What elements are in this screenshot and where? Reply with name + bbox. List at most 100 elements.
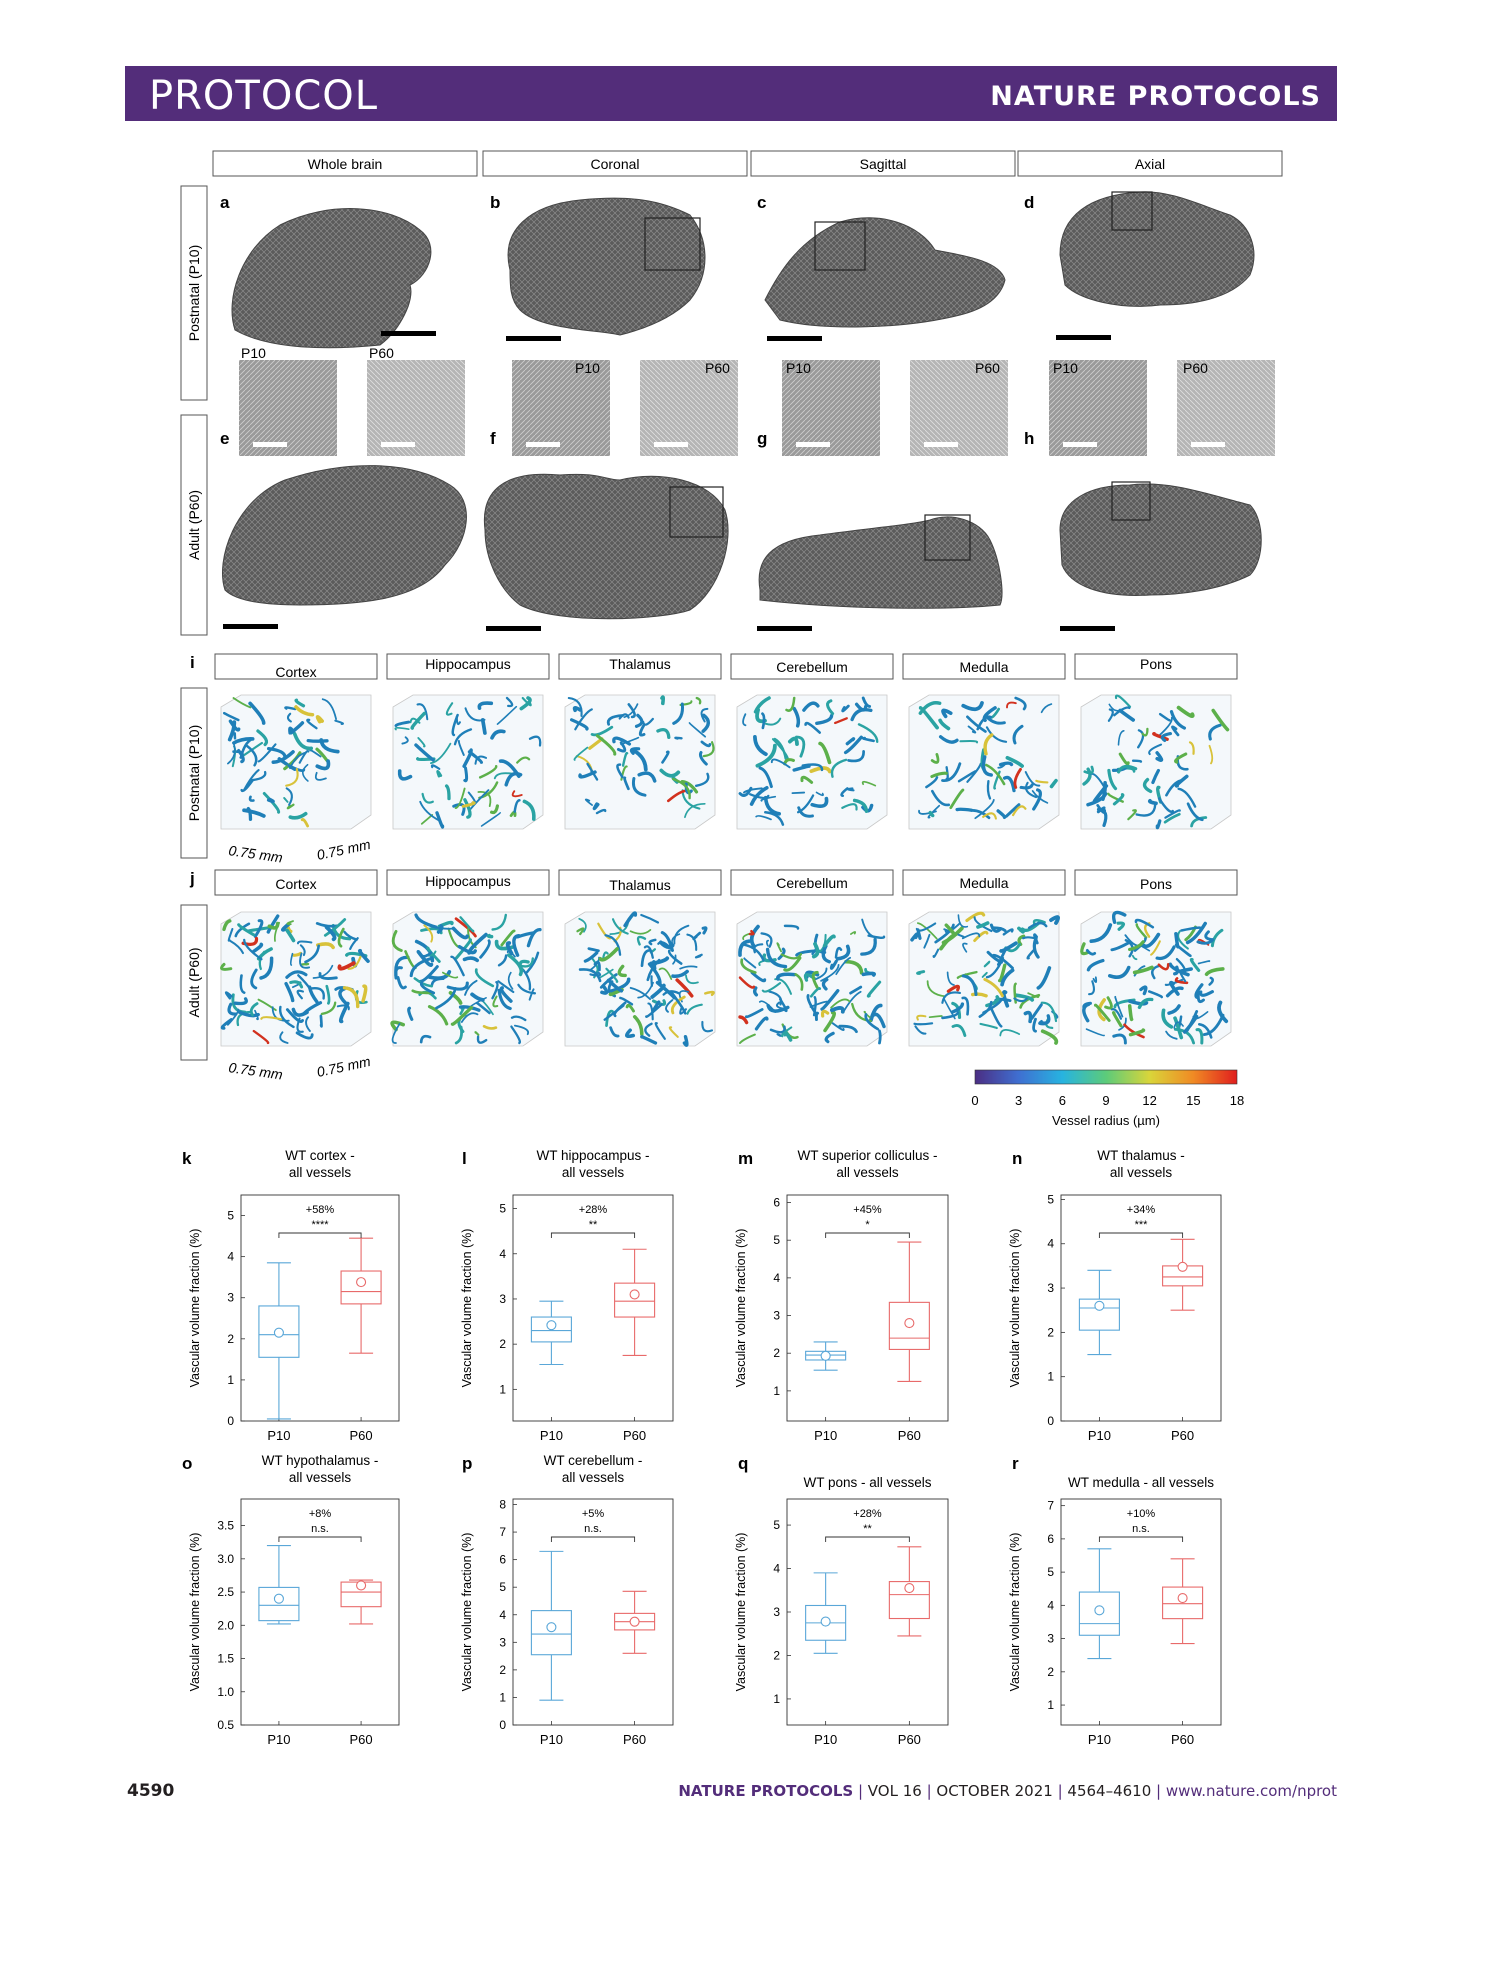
box-iqr [614,1282,656,1318]
vessel-segment [680,780,699,794]
vessel-segment [1185,921,1207,945]
region-header-box [386,869,550,896]
colorbar [974,1069,1238,1085]
vessel-segment [347,955,362,970]
vessel-segment [480,812,502,827]
vessel-segment [849,985,863,995]
vessel-segment [915,922,937,932]
vessel-segment [749,924,760,948]
vessel-segment [220,1018,233,1030]
vessel-segment [1204,967,1225,976]
row-label: Adult (P60) [186,490,202,560]
vessel-segment [1006,701,1017,709]
vessel-segment [574,708,593,731]
boxplot-chart: n WT thalamus - all vessels 0 1 2 3 4 5 Vascular … [1008,1148,1222,1443]
panel-letter: p [462,1454,472,1473]
inset-age-label: P10 [241,345,266,361]
dimension-label: 0.75 mm [228,842,284,865]
vessel-segment [672,954,677,965]
vessel-segment [809,987,822,998]
vessel-segment [232,697,252,709]
vessel-segment [872,1012,886,1029]
vessel-segment [578,770,597,779]
vessel-segment [606,978,624,993]
vessel-segment [1174,977,1189,985]
vessel-segment [286,920,294,926]
box-mean-marker [1177,1261,1188,1272]
vessel-segment [755,815,772,821]
vessel-segment [971,992,988,998]
vessel-segment [916,922,938,940]
vessel-segment [522,799,536,821]
inset-image [910,360,1008,456]
vessel-segment [517,983,537,995]
region-label: Pons [1140,876,1172,892]
footer-url[interactable]: www.nature.com/nprot [1165,1782,1337,1800]
vessel-segment [656,728,671,740]
vessel-segment [657,941,674,952]
y-tick-label: 7 [499,1525,506,1539]
vessel-segment [1188,741,1195,755]
y-axis-label: Vascular volume fraction (%) [734,1533,748,1692]
vessel-segment [811,970,819,989]
vessel-segment [918,701,942,715]
vessel-segment [1096,807,1108,827]
y-axis-label: Vascular volume fraction (%) [734,1229,748,1388]
vessel-segment [867,934,886,940]
vessel-segment [650,983,666,999]
vessel-segment [1217,1000,1229,1024]
vessel-segment [629,986,652,1001]
inset-region-box [669,486,724,538]
vessel-segment [407,1006,414,1021]
vessel-segment [854,702,868,712]
vessel-segment [1032,788,1042,811]
vessel-segment [702,741,715,758]
boxplot-chart: k WT cortex - all vessels 0 1 2 3 4 5 Vascular vo… [182,1148,400,1443]
vessel-segment [521,696,532,707]
y-tick-label: 2 [773,1346,780,1360]
region-label: Cortex [275,876,316,892]
vessel-segment [801,763,824,772]
significance-bracket [278,1232,362,1238]
vessel-segment [673,924,690,945]
vessel-segment [1174,752,1188,764]
vessel-segment [476,1035,488,1044]
box-mean-marker [546,1320,557,1331]
vessel-segment [998,963,1007,983]
vessel-segment [704,990,715,997]
vessel-segment [841,704,850,713]
vessel-segment [1114,694,1132,708]
box-iqr [340,1270,382,1305]
vessel-segment [417,737,426,748]
vessel-segment [684,802,706,819]
vessel-segment [458,1005,481,1012]
region-header-box [1074,653,1238,680]
vessel-segment [842,990,862,1013]
vessel-segment [464,707,486,722]
vessel-segment [306,738,329,743]
vessel-segment [295,1031,314,1040]
vessel-segment [966,715,987,733]
y-tick-label: 1 [1047,1370,1054,1384]
vessel-segment [266,797,275,804]
panel-letter: n [1012,1149,1022,1168]
vessel-segment [738,1015,749,1025]
vessel-segment [1032,1017,1037,1033]
row-label: Adult (P60) [186,947,202,1017]
vessel-segment [474,968,495,988]
brain-section-image [231,208,432,349]
vessel-segment [397,769,413,781]
vessel-segment [1189,957,1201,972]
vessel-segment [477,701,494,710]
vessel-segment [1085,949,1097,956]
y-tick-label: 1.0 [217,1685,234,1699]
vessel-segment [1198,1023,1213,1039]
box-mean-marker [629,1616,640,1627]
vessel-segment [334,719,344,725]
vessel-segment [637,771,657,783]
vessel-segment [300,818,309,828]
panel-letter: q [738,1454,748,1473]
vessel-segment [861,780,877,787]
citation-footer: NATURE PROTOCOLS | VOL 16 | OCTOBER 2021… [678,1782,1337,1800]
vessel-segment [928,810,935,818]
